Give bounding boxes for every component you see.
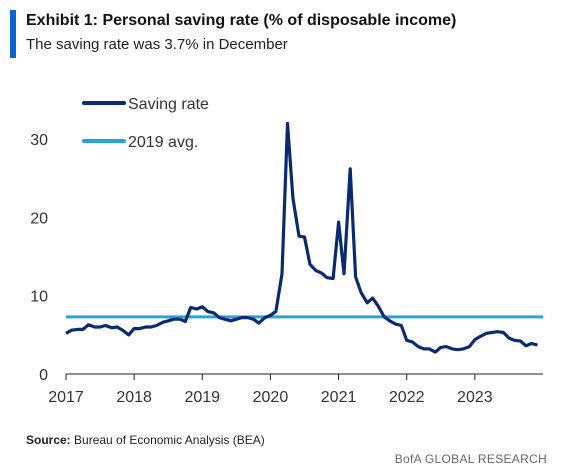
title-accent-bar: [10, 10, 16, 58]
x-tick-label: 2017: [48, 389, 84, 406]
y-tick-label: 0: [39, 367, 48, 384]
brand-label: BofA GLOBAL RESEARCH: [394, 452, 547, 466]
x-tick-label: 2023: [457, 389, 493, 406]
legend-label: Saving rate: [128, 96, 209, 113]
chart-title: Exhibit 1: Personal saving rate (% of di…: [26, 12, 457, 29]
source-text: Bureau of Economic Analysis (BEA): [74, 433, 265, 447]
y-tick-label: 10: [30, 289, 48, 306]
chart-subtitle: The saving rate was 3.7% in December: [26, 36, 288, 53]
x-tick-label: 2020: [253, 389, 289, 406]
source-note: Source: Bureau of Economic Analysis (BEA…: [26, 433, 265, 447]
x-axis: 2017 2018 2019 2020 2021 2022 2023: [48, 374, 493, 406]
legend-label: 2019 avg.: [128, 134, 198, 151]
y-axis: 0 10 20 30: [30, 132, 48, 384]
y-tick-label: 30: [30, 132, 48, 149]
source-label: Source:: [26, 433, 71, 447]
chart-legend: Saving rate 2019 avg.: [82, 96, 209, 151]
series-layer: [65, 121, 543, 354]
x-tick-label: 2021: [321, 389, 357, 406]
y-tick-label: 20: [30, 210, 48, 227]
x-tick-label: 2019: [184, 389, 220, 406]
saving-rate-line: [65, 121, 538, 354]
x-tick-label: 2022: [389, 389, 425, 406]
x-tick-label: 2018: [116, 389, 152, 406]
